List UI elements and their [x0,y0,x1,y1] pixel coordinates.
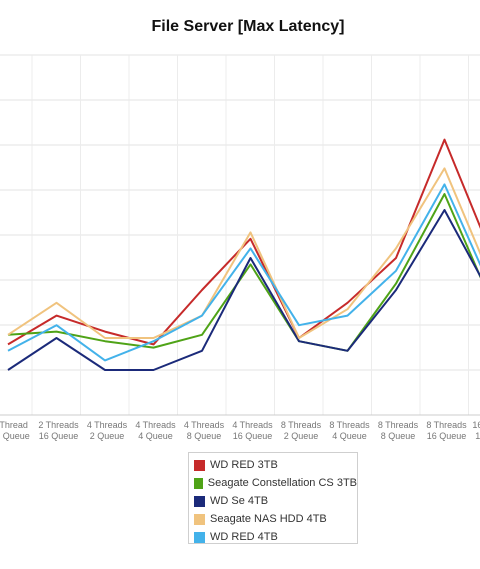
x-tick-label: 16 Queue [0,431,30,441]
legend-swatch [194,495,205,507]
series-line-2 [7,209,480,371]
legend-label: WD RED 3TB [210,459,278,471]
x-tick-label: 4 Threads [184,420,225,430]
chart-title: File Server [Max Latency] [151,18,345,35]
legend-swatch [194,513,205,525]
x-tick-label: 4 Queue [332,431,367,441]
legend-label: Seagate NAS HDD 4TB [210,513,327,525]
legend-item[interactable]: WD RED 4TB [194,528,357,546]
legend-label: WD RED 4TB [210,531,278,543]
x-tick-label: 16 Queue [39,431,79,441]
legend-item[interactable]: WD RED 3TB [194,456,357,474]
x-tick-label: 8 Threads [281,420,322,430]
x-tick-label: 2 Threads [38,420,79,430]
series-line-1 [7,193,480,352]
legend-item[interactable]: Seagate NAS HDD 4TB [194,510,357,528]
x-tick-label: 4 Threads [135,420,176,430]
series-lines [7,138,480,371]
x-tick-label: 2 Queue [284,431,319,441]
series-line-4 [7,183,480,362]
legend-swatch [194,477,203,489]
x-tick-label: 16 Threads [472,420,480,430]
x-tick-label: 4 Threads [232,420,273,430]
legend-item[interactable]: WD Se 4TB [194,492,357,510]
x-tick-label: 8 Threads [378,420,419,430]
grid-lines [0,54,480,416]
x-tick-label: 8 Queue [381,431,416,441]
legend-label: Seagate Constellation CS 3TB [207,477,357,489]
x-tick-label: 8 Threads [329,420,370,430]
x-tick-label: 8 Threads [426,420,467,430]
legend-swatch [194,531,205,543]
x-tick-label: 8 Queue [187,431,222,441]
x-tick-label: 1 Thread [0,420,28,430]
legend: WD RED 3TB Seagate Constellation CS 3TB WD… [188,452,358,544]
x-tick-label: 16 Queue [427,431,467,441]
x-tick-label: 4 Queue [138,431,173,441]
x-tick-label: 16 Queue [233,431,273,441]
x-tick-label: 16 Queue [475,431,480,441]
legend-label: WD Se 4TB [210,495,269,507]
legend-swatch [194,459,205,471]
legend-item[interactable]: Seagate Constellation CS 3TB [194,474,357,492]
series-line-3 [7,167,480,339]
x-tick-label: 4 Threads [87,420,128,430]
x-tick-label: 2 Queue [90,431,125,441]
